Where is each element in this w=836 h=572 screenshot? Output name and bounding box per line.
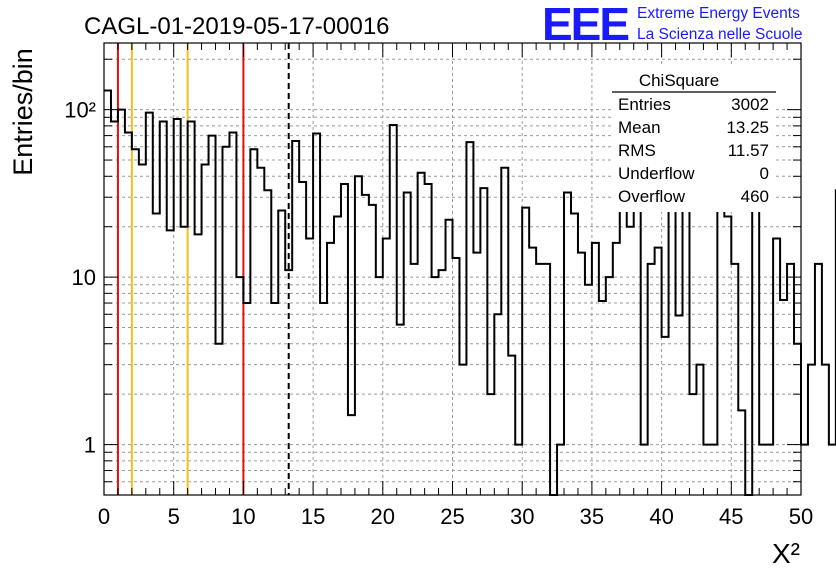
x-tick-label: 10	[231, 504, 255, 529]
x-tick-label: 50	[789, 504, 813, 529]
x-axis-title: X²	[772, 538, 800, 569]
y-tick-label: 10²	[64, 98, 96, 123]
eee-logo-line1: Extreme Energy Events	[637, 5, 800, 22]
x-tick-label: 15	[301, 504, 325, 529]
eee-logo-mark: EEE	[542, 0, 628, 50]
stats-label-rms: RMS	[618, 141, 656, 160]
x-tick-label: 25	[440, 504, 464, 529]
y-axis-title: Entries/bin	[8, 48, 38, 176]
stats-value-underflow: 0	[760, 164, 769, 183]
stats-label-underflow: Underflow	[618, 164, 695, 183]
y-tick-label: 10	[72, 265, 96, 290]
stats-label-mean: Mean	[618, 118, 661, 137]
axis-ticks	[103, 43, 802, 496]
stats-value-overflow: 460	[741, 187, 769, 206]
y-tick-labels: 1 10 10²	[64, 98, 96, 458]
x-tick-label: 0	[98, 504, 110, 529]
x-tick-label: 35	[580, 504, 604, 529]
run-title: CAGL-01-2019-05-17-00016	[84, 13, 390, 40]
marker-lines	[116, 43, 290, 495]
histogram-outline	[104, 89, 836, 496]
stats-box-background	[612, 64, 776, 212]
stats-label-overflow: Overflow	[618, 187, 686, 206]
y-tick-label: 1	[84, 433, 96, 458]
eee-logo-line2: La Scienza nelle Scuole	[637, 26, 802, 43]
stats-label-entries: Entries	[618, 95, 671, 114]
stats-value-mean: 13.25	[726, 118, 769, 137]
x-tick-label: 20	[371, 504, 395, 529]
stats-box-title: ChiSquare	[639, 71, 719, 90]
stats-box: ChiSquare Entries 3002 Mean 13.25 RMS 11…	[612, 64, 776, 212]
x-tick-label: 5	[168, 504, 180, 529]
x-tick-labels: 0 5 10 15 20 25 30 35 40 45 50	[98, 504, 813, 529]
x-tick-label: 40	[649, 504, 673, 529]
stats-value-rms: 11.57	[728, 141, 769, 160]
x-tick-label: 45	[719, 504, 743, 529]
eee-logo: EEE Extreme Energy Events La Scienza nel…	[542, 0, 802, 50]
stats-value-entries: 3002	[731, 95, 769, 114]
x-tick-label: 30	[510, 504, 534, 529]
